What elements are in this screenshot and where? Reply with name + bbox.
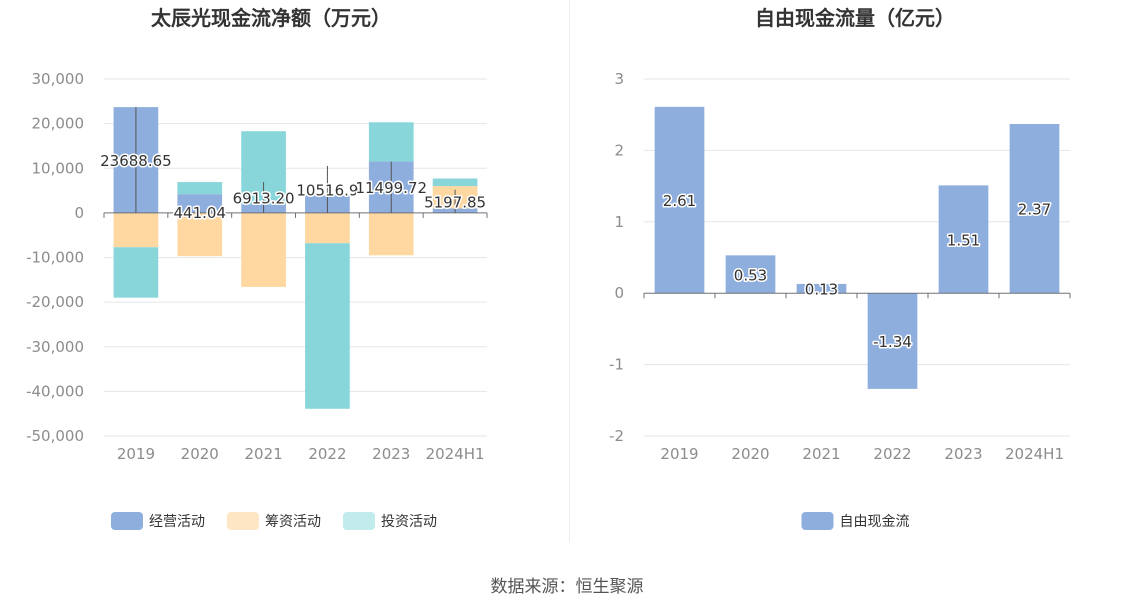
- y-tick-label: -50,000: [26, 427, 84, 445]
- bar[interactable]: [1009, 123, 1060, 294]
- bar-segment[interactable]: [432, 178, 478, 187]
- y-tick-label: -30,000: [26, 338, 84, 356]
- legend-label[interactable]: 投资活动: [381, 514, 437, 530]
- bar-segment[interactable]: [177, 182, 223, 195]
- legend-swatch[interactable]: [801, 512, 834, 530]
- value-label: 2.61: [663, 192, 696, 210]
- y-tick-label: 20,000: [32, 115, 85, 133]
- net-value-label: 6913.20: [233, 189, 295, 207]
- x-tick-label: 2022: [308, 445, 346, 463]
- x-tick-label: 2022: [873, 445, 911, 463]
- legend-label[interactable]: 筹资活动: [265, 513, 321, 530]
- value-label: 0.53: [734, 266, 767, 284]
- net-value-label: 23688.65: [100, 152, 172, 170]
- bar[interactable]: [938, 185, 989, 294]
- left-chart-title: 太辰光现金流净额（万元）: [151, 6, 391, 30]
- legend-label[interactable]: 自由现金流: [840, 514, 910, 530]
- bar[interactable]: [725, 255, 776, 294]
- bar-segment[interactable]: [113, 247, 159, 298]
- net-value-label: 10516.9: [296, 181, 358, 199]
- x-tick-label: 2019: [117, 445, 155, 463]
- y-tick-label: -1: [609, 356, 624, 374]
- bar-segment[interactable]: [113, 212, 159, 248]
- bar-segment[interactable]: [305, 243, 350, 409]
- bar-segment[interactable]: [177, 212, 223, 257]
- left-chart: 30,000 20,000 10,000 0 -10,000 -20,000 -30,000…: [26, 70, 488, 463]
- x-tick-label: 2020: [181, 445, 219, 463]
- legend-swatch[interactable]: [111, 512, 143, 530]
- right-chart-title: 自由现金流量（亿元）: [755, 6, 955, 30]
- source-note: 数据来源：恒生聚源: [491, 577, 644, 597]
- bar-segment[interactable]: [177, 194, 223, 213]
- bar-segment[interactable]: [368, 122, 414, 162]
- right-chart: 3 2 1 0 -1 -2 2019 2020 2021 2022 2023 2024H1 2.61 0.…: [609, 70, 1071, 463]
- bar[interactable]: [867, 293, 918, 389]
- x-tick-label: 2020: [731, 445, 769, 463]
- y-tick-label: 10,000: [32, 159, 85, 177]
- x-tick-label: 2019: [660, 445, 698, 463]
- x-tick-label: 2021: [802, 445, 840, 463]
- y-tick-label: 0: [614, 284, 624, 302]
- x-tick-label: 2024H1: [426, 445, 485, 463]
- right-legend[interactable]: 自由现金流: [801, 512, 910, 530]
- left-legend[interactable]: 经营活动 筹资活动 投资活动: [111, 512, 437, 530]
- legend-label[interactable]: 经营活动: [149, 514, 205, 530]
- y-tick-label: -20,000: [26, 293, 84, 311]
- bar-segment[interactable]: [241, 212, 286, 287]
- x-tick-label: 2024H1: [1005, 445, 1064, 463]
- bar-segment[interactable]: [368, 212, 414, 256]
- x-tick-label: 2023: [372, 445, 410, 463]
- x-tick-label: 2021: [244, 445, 282, 463]
- legend-swatch[interactable]: [227, 512, 259, 530]
- legend-swatch[interactable]: [343, 512, 375, 530]
- net-value-label: 11499.72: [355, 179, 427, 197]
- y-tick-label: -40,000: [26, 382, 84, 400]
- bar-segment[interactable]: [305, 212, 350, 244]
- y-tick-label: 30,000: [32, 70, 85, 88]
- y-tick-label: 1: [614, 213, 624, 231]
- bar[interactable]: [796, 283, 847, 294]
- y-tick-label: 3: [614, 70, 624, 88]
- value-label: 2.37: [1018, 201, 1051, 219]
- y-tick-label: 0: [74, 204, 84, 222]
- bar[interactable]: [654, 106, 705, 294]
- value-label: 1.51: [947, 231, 980, 249]
- y-tick-label: -10,000: [26, 249, 84, 267]
- net-value-label: 5197.85: [424, 193, 486, 211]
- value-label: -1.34: [873, 333, 912, 351]
- net-value-label: 441.04: [174, 204, 227, 222]
- value-label: 0.13: [805, 281, 838, 299]
- y-tick-label: -2: [609, 427, 624, 445]
- y-tick-label: 2: [614, 141, 624, 159]
- x-tick-label: 2023: [944, 445, 982, 463]
